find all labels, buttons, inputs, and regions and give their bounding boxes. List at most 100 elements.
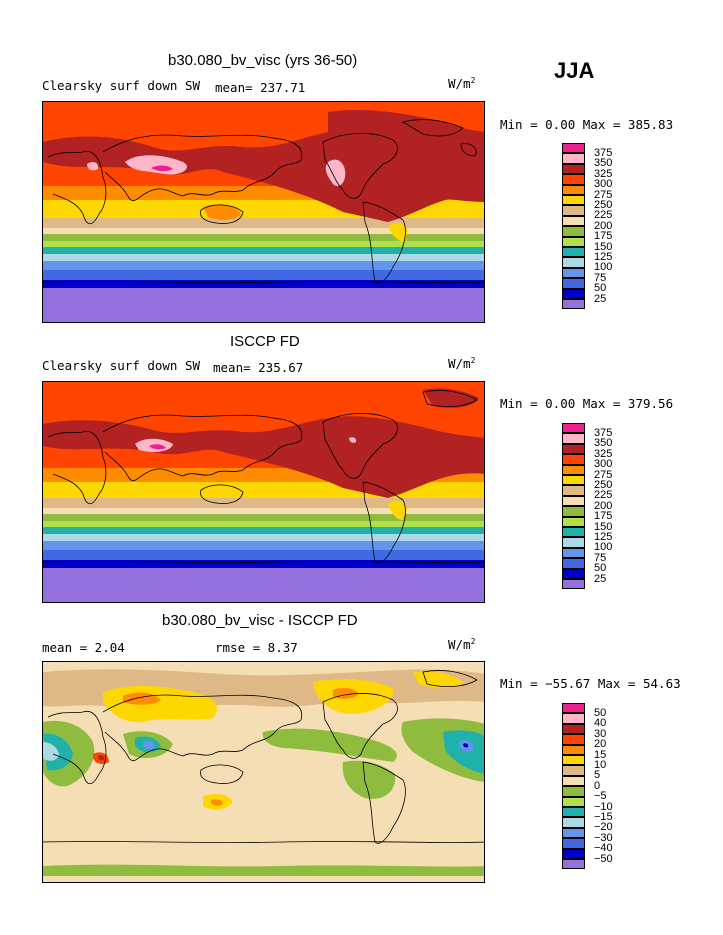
colorbar-level-label: −15 [594,810,613,823]
colorbar-swatch [562,236,585,247]
colorbar-level-label: 25 [594,572,607,585]
colorbar-level-label: 10 [594,758,607,771]
colorbar-level-label: 150 [594,240,613,253]
panel1-colorbar: 375 350 325 300 275 250 225 200 175 150 125 100 75 50… [562,143,642,319]
colorbar-level-label: 250 [594,198,613,211]
colorbar-level-label: 375 [594,146,613,159]
region-375-tibet [149,444,166,450]
colorbar-level-label: 350 [594,157,613,170]
diff-m5-south [43,864,484,876]
colorbar-level-label: −50 [594,852,613,865]
diff-10-ne [413,671,463,689]
colorbar-level-label: 300 [594,178,613,191]
region-300-aus [203,204,241,220]
colorbar-swatch [562,786,585,797]
panel1-units-base: W/m [448,76,471,92]
colorbar-swatch [562,143,585,154]
colorbar-level-label: 40 [594,717,607,730]
region-325-arctic [423,388,479,408]
coastlines [43,119,484,284]
colorbar-swatch [562,475,585,486]
band-25 [43,560,484,568]
colorbar-swatch [562,775,585,787]
diff-m5-pac [262,728,397,762]
band-0 [43,288,484,322]
colorbar-swatch [562,485,585,496]
diff-30-arabia [98,755,105,761]
colorbar-swatch [562,163,585,175]
panel3-units-base: W/m [448,637,471,653]
colorbar-swatch [562,817,585,828]
band-225 [43,218,484,228]
band-150 [43,241,484,247]
colorbar-swatch [562,184,585,195]
colorbar-swatch [562,226,585,237]
band-175 [43,514,484,521]
panel1-units: W/m2 [448,76,475,91]
colorbar-swatch [562,807,585,818]
colorbar-swatch [562,423,585,434]
diff-m5-sa [342,760,396,799]
colorbar-swatch [562,796,585,807]
colorbar-swatch [562,195,585,206]
colorbar-swatch [562,454,585,465]
colorbar-level-label: −10 [594,800,613,813]
colorbar-swatch [562,153,585,164]
colorbar-swatch [562,838,585,849]
colorbar-level-label: 100 [594,261,613,274]
panel2-units: W/m2 [448,356,475,371]
colorbar-level-label: 200 [594,499,613,512]
panel1-minmax: Min = 0.00 Max = 385.83 [500,117,674,132]
region-325-north [43,416,484,498]
panel3-mean-text: mean = 2.04 [42,640,125,655]
colorbar-swatch [562,215,585,227]
colorbar-swatch [562,257,585,268]
colorbar-swatch [562,558,585,569]
colorbar-swatch [562,174,585,185]
band-75 [43,541,484,550]
colorbar-level-label: −5 [594,790,607,803]
colorbar-level-label: 225 [594,209,613,222]
colorbar-swatch [562,547,585,559]
coastlines [43,670,484,844]
panel3-title: b30.080_bv_visc - ISCCP FD [162,612,358,629]
colorbar-swatch [562,723,585,735]
colorbar-level-label: 5 [594,769,601,782]
band-200 [43,228,484,234]
region-350-na [349,437,357,443]
panel1-mean-text: mean= 237.71 [215,80,306,95]
panel1-units-exp: 2 [470,76,476,85]
colorbar-swatch [562,765,585,776]
colorbar-level-label: 125 [594,250,613,263]
band-125 [43,247,484,254]
region-250-sa [388,222,408,242]
colorbar-level-label: −30 [594,831,613,844]
colorbar-level-label: 375 [594,426,613,439]
region-325-atl [383,152,484,202]
band-225 [43,498,484,508]
diff-m40-atl [463,743,469,748]
band-25 [43,280,484,288]
panel2-map [42,381,485,603]
colorbar-swatch [562,495,585,507]
colorbar-level-label: 50 [594,706,607,719]
colorbar-swatch [562,703,585,714]
panel1-map [42,101,485,323]
band-100 [43,254,484,261]
colorbar-swatch [562,443,585,455]
colorbar-level-label: 275 [594,468,613,481]
colorbar-level-label: 225 [594,489,613,502]
colorbar-swatch [562,859,585,870]
panel1-map-svg [43,102,484,322]
colorbar-swatch [562,713,585,724]
panel2-mean-text: mean= 235.67 [213,360,304,375]
panel3-rmse-text: rmse = 8.37 [215,640,298,655]
panel1-title: b30.080_bv_visc (yrs 36-50) [168,52,358,69]
region-325-north [43,110,484,222]
panel2-minmax: Min = 0.00 Max = 379.56 [500,396,674,411]
colorbar-level-label: 325 [594,447,613,460]
colorbar-swatch [562,278,585,289]
colorbar-swatch [562,433,585,444]
band-0 [43,568,484,602]
colorbar-level-label: 15 [594,748,607,761]
